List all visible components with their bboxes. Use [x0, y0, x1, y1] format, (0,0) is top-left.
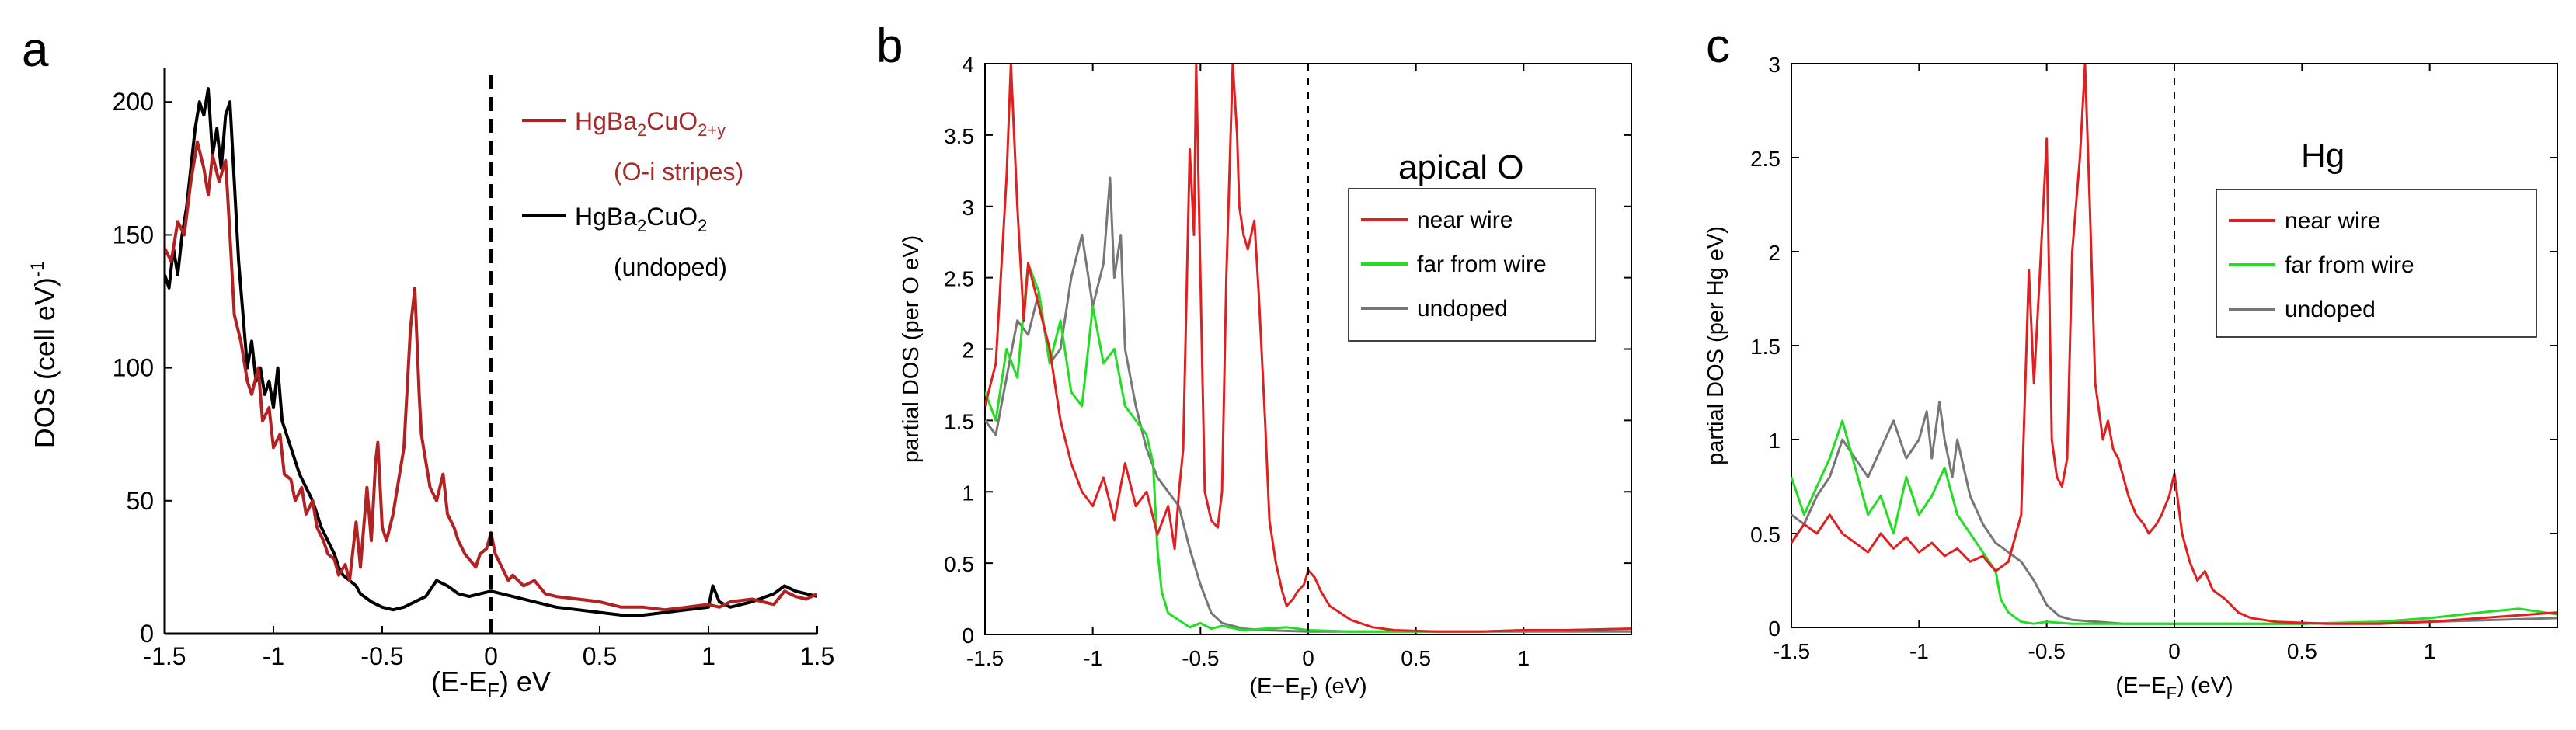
x-tick-label: -1.5	[1773, 639, 1810, 663]
legend-label-part: CuO	[646, 203, 698, 231]
y-axis-label-main: DOS (cell eV)	[29, 277, 61, 448]
x-axis-label: (E−EF) (eV)	[2115, 673, 2233, 703]
y-tick-label: 4	[962, 53, 974, 77]
x-tick-label: -1	[263, 642, 284, 670]
chart-title: Hg	[2301, 137, 2345, 175]
x-tick-label: -1	[1083, 646, 1102, 670]
x-tick-label: -0.5	[360, 642, 403, 670]
legend-label: undoped	[2285, 297, 2376, 322]
x-axis-label-part: F	[2167, 683, 2177, 703]
legend-note: (O-i stripes)	[614, 158, 743, 186]
x-axis-label-part: ) (eV)	[2177, 673, 2233, 698]
legend-label: far from wire	[1417, 252, 1547, 277]
x-tick-label: 0	[2168, 639, 2181, 663]
x-axis-label: (E−EF) (eV)	[1249, 674, 1366, 704]
x-tick-label: 1.5	[800, 642, 834, 670]
y-axis-label: partial DOS (per O eV)	[899, 235, 924, 463]
legend-label: near wire	[2285, 208, 2380, 234]
x-axis-label: (E-EF) eV	[431, 666, 551, 702]
y-tick-label: 200	[113, 88, 154, 116]
panel-letter: c	[1706, 19, 1730, 73]
series-line-hgba2cuo2-y	[165, 140, 817, 612]
series-line-near-wire	[985, 64, 1631, 633]
x-tick-label: -1.5	[966, 646, 1004, 670]
chart-panel-b: b -1.5 -1 -0.5 0 0.5 1 0 0.5 1 1.5 2 2.5 3 3.5 4 (E−EF) …	[876, 19, 1632, 704]
y-axis-label: DOS (cell eV)-1	[27, 261, 61, 448]
y-tick-label: 0	[1768, 617, 1781, 641]
chart-title: apical O	[1398, 148, 1523, 186]
series-line-hgba2cuo2	[165, 87, 817, 617]
x-tick-label: 0	[484, 642, 498, 670]
chart-panel-c: c -1.5 -1 -0.5 0 0.5 1 0 0.5 1 1.5 2 2.5 3 (E−EF) (eV)…	[1704, 19, 2558, 703]
y-axis-label: partial DOS (per Hg eV)	[1704, 226, 1728, 465]
y-tick-label: 2	[962, 339, 974, 363]
legend: near wire far from wire undoped	[2216, 189, 2537, 338]
y-tick-label: 1.5	[1750, 335, 1781, 359]
y-tick-label: 0.5	[944, 552, 974, 576]
series-line-far-from-wire	[1791, 419, 2557, 625]
legend-label-part: HgBa	[575, 203, 637, 231]
x-tick-label: -0.5	[1182, 646, 1219, 670]
y-tick-label: 3	[1768, 53, 1781, 77]
series-line-near-wire	[1791, 64, 2557, 625]
y-tick-label: 3	[962, 196, 974, 220]
series-line-far-from-wire	[985, 262, 1631, 633]
x-axis-label-part: (E−E	[1249, 674, 1300, 699]
x-tick-label: -1.5	[143, 642, 186, 670]
y-tick-label: 0.5	[1750, 523, 1781, 547]
legend-note: (undoped)	[614, 253, 727, 281]
legend-label-part: HgBa	[575, 107, 637, 135]
legend-label: far from wire	[2285, 252, 2414, 278]
legend-label-part: 2	[637, 120, 646, 140]
y-tick-label: 150	[113, 221, 154, 249]
y-tick-label: 100	[113, 354, 154, 382]
y-tick-label: 1.5	[944, 409, 974, 433]
legend: near wire far from wire undoped	[1348, 188, 1596, 342]
y-tick-label: 0	[962, 624, 974, 648]
x-tick-label: 0.5	[583, 642, 617, 670]
legend-label-part: 2	[637, 216, 646, 235]
series-line-undoped	[1791, 401, 2557, 625]
legend-label: undoped	[1417, 296, 1508, 322]
legend-label: HgBa2CuO2	[575, 203, 707, 235]
legend-label: HgBa2CuO2+y	[575, 107, 726, 140]
x-tick-label: 0	[1302, 646, 1314, 670]
panel-letter: b	[876, 19, 903, 73]
x-axis-label-part: F	[487, 679, 500, 702]
x-tick-label: 1	[2424, 639, 2436, 663]
legend-label-part: 2	[698, 216, 707, 235]
legend-label: near wire	[1417, 207, 1513, 233]
x-axis-label-part: ) (eV)	[1311, 674, 1367, 699]
y-axis-label-main: partial DOS (per O eV)	[899, 235, 924, 463]
y-tick-label: 1	[1768, 429, 1781, 453]
x-axis-label-part: (E−E	[2115, 673, 2166, 698]
y-tick-label: 1	[962, 481, 974, 505]
y-axis-label-main: partial DOS (per Hg eV)	[1704, 226, 1728, 465]
x-tick-label: 1	[701, 642, 715, 670]
y-axis-label-sup: -1	[27, 261, 48, 277]
y-tick-label: 2	[1768, 241, 1781, 265]
x-axis-label-part: ) eV	[500, 666, 551, 697]
panel-letter: a	[22, 23, 49, 77]
legend-label-part: 2+y	[698, 120, 726, 140]
y-tick-label: 0	[140, 620, 154, 648]
y-tick-label: 50	[126, 487, 154, 515]
x-tick-label: -0.5	[2028, 639, 2066, 663]
x-axis-label-part: F	[1300, 684, 1311, 704]
legend-label-part: CuO	[646, 107, 698, 135]
x-tick-label: 0.5	[2287, 639, 2317, 663]
x-tick-label: 1	[1518, 646, 1530, 670]
y-tick-label: 3.5	[944, 124, 974, 148]
y-tick-label: 2.5	[944, 267, 974, 291]
x-axis-label-part: (E-E	[431, 666, 487, 697]
x-tick-label: 0.5	[1401, 646, 1431, 670]
x-tick-label: -1	[1909, 639, 1929, 663]
y-tick-label: 2.5	[1750, 147, 1781, 171]
legend: HgBa2CuO2+y(O-i stripes)HgBa2CuO2(undope…	[522, 107, 743, 281]
chart-panel-a: a -1.5 -1 -0.5 0 0.5 1 1.5 0 50 100 150 200 (E-EF) eV…	[22, 23, 834, 702]
